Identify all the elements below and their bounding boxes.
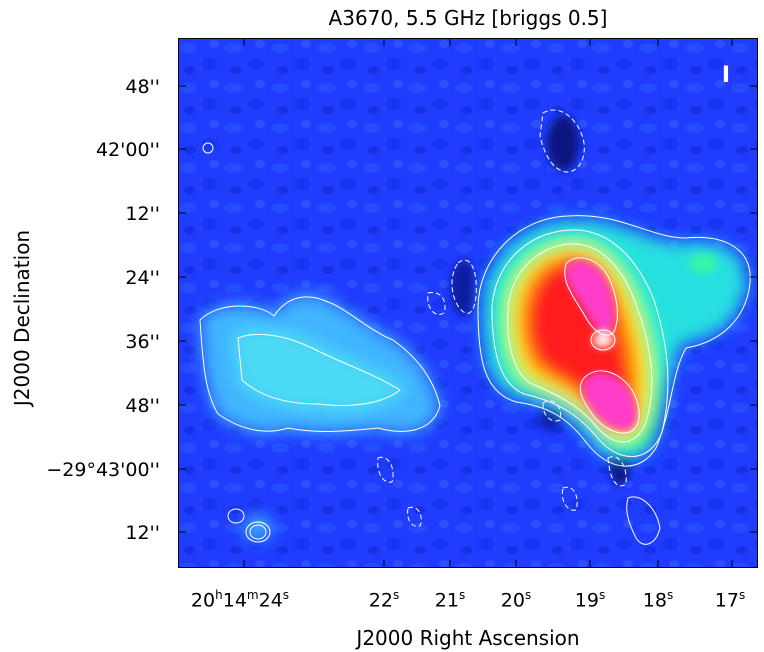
plot-frame <box>178 38 758 568</box>
y-tick-label: 12'' <box>125 203 160 225</box>
y-tick-label: −29°43'00'' <box>46 459 160 481</box>
x-axis-label: J2000 Right Ascension <box>356 626 580 650</box>
y-tick-label: 12'' <box>125 522 160 544</box>
y-tick-label: 48'' <box>125 76 160 98</box>
y-axis-label: J2000 Declination <box>10 229 34 407</box>
hotspots <box>565 253 717 432</box>
y-tick-label: 42'00'' <box>95 139 160 161</box>
stokes-label: I <box>722 63 730 88</box>
plot-title: A3670, 5.5 GHz [briggs 0.5] <box>328 6 608 30</box>
x-tick-label: 20s <box>500 588 532 612</box>
contours <box>199 142 751 545</box>
y-tick-label: 24'' <box>125 267 160 289</box>
x-tick-label: 22s <box>368 588 400 612</box>
radio-image-panel: I <box>178 38 758 568</box>
radio-image: I <box>178 38 758 568</box>
negative-contours <box>377 109 627 527</box>
x-tick-label: 20h14m24s <box>190 588 290 612</box>
axis-ticks <box>178 38 758 568</box>
y-tick-label: 36'' <box>125 331 160 353</box>
x-tick-label: 18s <box>642 588 674 612</box>
x-tick-label: 21s <box>434 588 466 612</box>
x-tick-label: 17s <box>714 588 746 612</box>
x-tick-label: 19s <box>574 588 606 612</box>
y-tick-label: 48'' <box>125 395 160 417</box>
diffuse-emission <box>200 294 440 540</box>
